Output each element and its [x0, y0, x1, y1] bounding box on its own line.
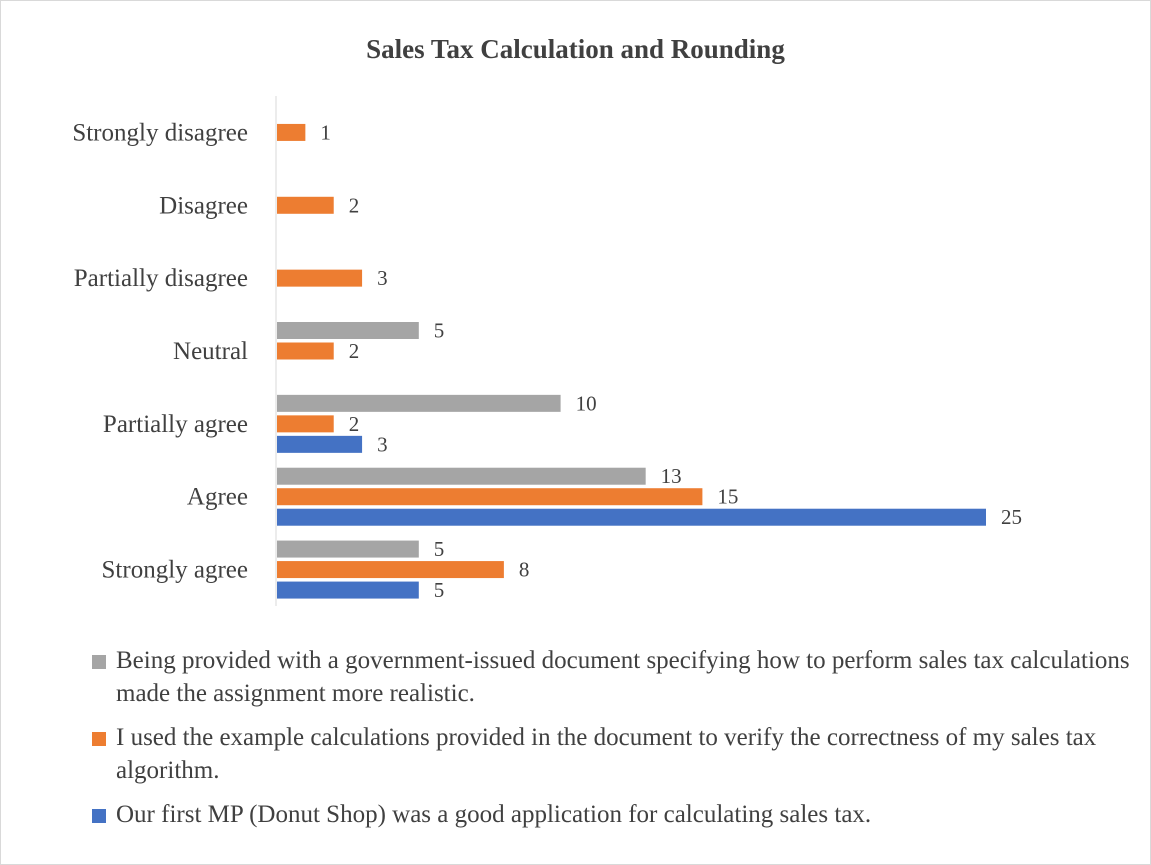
legend-swatch — [92, 732, 106, 746]
data-label-series3-agree: 25 — [1001, 505, 1022, 529]
legend-label: Being provided with a government-issued … — [116, 647, 1130, 707]
legend-label: I used the example calculations provided… — [116, 724, 1097, 784]
data-label-series2-agree: 15 — [717, 485, 738, 509]
data-label-series3-strongly-agree: 5 — [434, 578, 445, 602]
bar-series2-disagree — [277, 196, 334, 214]
data-label-series2-partially-disagree: 3 — [377, 266, 388, 290]
bar-series2-partially-disagree — [277, 269, 363, 287]
data-label-series1-agree: 13 — [661, 464, 682, 488]
bar-series2-partially-agree — [277, 415, 334, 433]
category-label-disagree: Disagree — [159, 192, 248, 219]
data-label-series2-strongly-disagree: 1 — [320, 120, 331, 144]
category-label-neutral: Neutral — [173, 338, 248, 365]
chart-title: Sales Tax Calculation and Rounding — [366, 34, 785, 64]
legend-swatch — [92, 655, 106, 669]
plot-area: Strongly disagree 1 Disagree 2 Partially dis… — [72, 96, 1022, 606]
legend-swatch — [92, 809, 106, 823]
data-label-series1-neutral: 5 — [434, 319, 445, 343]
category-label-strongly-disagree: Strongly disagree — [72, 119, 248, 146]
bar-series2-agree — [277, 488, 703, 506]
data-label-series1-partially-agree: 10 — [576, 391, 597, 415]
bar-series1-neutral — [277, 322, 419, 339]
category-label-partially-disagree: Partially disagree — [74, 265, 248, 292]
data-label-series1-strongly-agree: 5 — [434, 537, 445, 561]
data-label-series2-strongly-agree: 8 — [519, 558, 530, 582]
legend-item-series2: I used the example calculations provided… — [92, 721, 1132, 787]
bar-series2-strongly-agree — [277, 561, 504, 579]
data-label-series2-disagree: 2 — [349, 193, 360, 217]
category-label-agree: Agree — [187, 484, 248, 511]
data-label-series2-partially-agree: 2 — [349, 412, 360, 436]
category-label-partially-agree: Partially agree — [103, 411, 248, 438]
legend-label: Our first MP (Donut Shop) was a good app… — [116, 801, 872, 828]
data-label-series3-partially-agree: 3 — [377, 432, 388, 456]
category-label-strongly-agree: Strongly agree — [102, 557, 248, 584]
legend-item-series3: Our first MP (Donut Shop) was a good app… — [92, 798, 1132, 831]
bar-series3-strongly-agree — [277, 581, 419, 599]
legend-item-series1: Being provided with a government-issued … — [92, 644, 1132, 710]
bar-series2-strongly-disagree — [277, 123, 306, 141]
bar-series1-agree — [277, 467, 646, 485]
data-label-series2-neutral: 2 — [349, 339, 360, 363]
bar-series1-partially-agree — [277, 394, 561, 412]
bar-series3-agree — [277, 508, 986, 526]
bar-series2-neutral — [277, 342, 334, 360]
bar-series3-partially-agree — [277, 435, 363, 453]
bar-series1-strongly-agree — [277, 540, 419, 558]
legend: Being provided with a government-issued … — [92, 644, 1132, 842]
